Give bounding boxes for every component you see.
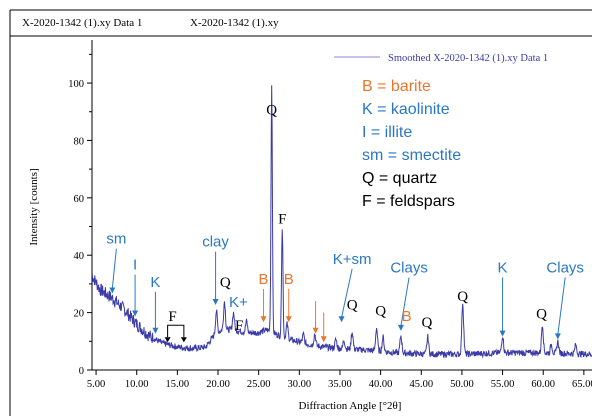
annotation-arrow-head bbox=[320, 336, 327, 343]
x-tick-label: 40.00 bbox=[369, 379, 393, 390]
x-tick-label: 20.00 bbox=[206, 379, 230, 390]
legend: Smoothed X-2020-1342 (1).xy Data 1 bbox=[334, 53, 548, 64]
x-tick-label: 50.00 bbox=[450, 379, 474, 390]
y-tick-label: 80 bbox=[74, 136, 85, 147]
x-tick-label: 45.00 bbox=[409, 379, 433, 390]
peak-annotation: Q bbox=[422, 315, 433, 331]
legend-series-label: Smoothed X-2020-1342 (1).xy Data 1 bbox=[388, 53, 548, 64]
key-entry: B = barite bbox=[362, 78, 431, 95]
plot-area bbox=[9, 9, 592, 416]
y-tick-label: 40 bbox=[74, 251, 85, 262]
header-title-right: X-2020-1342 (1).xy bbox=[190, 17, 279, 29]
peak-annotation: F bbox=[168, 309, 176, 325]
peak-annotation: F bbox=[235, 318, 243, 334]
annotation-arrow-head bbox=[554, 333, 561, 340]
annotation-arrow-head bbox=[397, 324, 404, 331]
annotation-arrow-head bbox=[312, 327, 319, 334]
feldspar-bracket bbox=[167, 324, 185, 338]
annotation-arrow-head bbox=[499, 330, 506, 337]
x-tick-label: 10.00 bbox=[125, 379, 149, 390]
peak-annotation: K+sm bbox=[333, 251, 372, 268]
peak-annotation: Q bbox=[347, 298, 358, 314]
annotation-arrow-head bbox=[152, 327, 159, 334]
peak-annotation: Q bbox=[536, 306, 547, 322]
peak-annotation: I bbox=[133, 257, 137, 274]
header-title-left: X-2020-1342 (1).xy Data 1 bbox=[22, 17, 142, 29]
bracket-arrow-head bbox=[164, 337, 171, 343]
bracket-arrow-head bbox=[180, 337, 187, 343]
peak-annotation: Clays bbox=[390, 259, 428, 276]
peak-annotation: sm bbox=[106, 231, 126, 248]
peak-annotation: Clays bbox=[546, 259, 584, 276]
y-tick-label: 60 bbox=[74, 194, 85, 205]
x-tick-label: 30.00 bbox=[288, 379, 312, 390]
peak-annotation: B bbox=[402, 308, 412, 325]
annotation-arrow-head bbox=[260, 316, 267, 323]
peak-annotation: K bbox=[498, 259, 508, 276]
peak-annotation: F bbox=[278, 212, 286, 228]
axis-ticks: 0 20 40 60 80 100 5.00 10.00 15.00 20.00 25.00 30.0… bbox=[68, 53, 592, 390]
peak-annotation: Q bbox=[266, 103, 277, 119]
annotation-arrow-head bbox=[109, 287, 116, 294]
key-entry: I = illite bbox=[362, 124, 412, 141]
x-tick-label: 35.00 bbox=[328, 379, 352, 390]
annotation-arrow-line bbox=[400, 277, 410, 326]
peak-annotation: Q bbox=[375, 303, 386, 319]
peak-annotation: K bbox=[150, 274, 160, 291]
annotation-arrow-line bbox=[341, 268, 353, 318]
key-entry: Q = quartz bbox=[362, 170, 437, 187]
annotation-arrow-line bbox=[111, 248, 117, 289]
x-tick-label: 65.00 bbox=[572, 379, 592, 390]
y-tick-label: 0 bbox=[79, 366, 84, 377]
peak-annotation: clay bbox=[202, 234, 229, 251]
annotation-arrow-head bbox=[338, 316, 345, 323]
peak-annotation: B bbox=[284, 271, 294, 288]
peak-annotation: Q bbox=[457, 289, 468, 305]
annotation-arrow-line bbox=[557, 277, 566, 335]
x-tick-label: 15.00 bbox=[166, 379, 190, 390]
x-tick-label: 25.00 bbox=[247, 379, 271, 390]
annotation-arrow-head bbox=[132, 310, 139, 317]
peak-annotation: K+ bbox=[229, 294, 248, 311]
y-tick-label: 20 bbox=[74, 309, 85, 320]
series-layer bbox=[91, 85, 592, 359]
y-axis-label: Intensity [counts] bbox=[28, 168, 40, 245]
series-line bbox=[91, 85, 592, 359]
x-tick-label: 60.00 bbox=[531, 379, 555, 390]
x-tick-label: 5.00 bbox=[87, 379, 105, 390]
x-axis-label: Diffraction Angle [°2θ] bbox=[299, 400, 402, 412]
key-entry: K = kaolinite bbox=[362, 101, 450, 118]
annotation-arrow-head bbox=[212, 299, 219, 305]
x-tick-label: 55.00 bbox=[491, 379, 515, 390]
y-tick-label: 100 bbox=[68, 79, 84, 90]
key-entry: sm = smectite bbox=[362, 147, 461, 164]
mineral-key: B = barite K = kaolinite I = illite sm = sm… bbox=[362, 78, 461, 210]
annotation-arrow-head bbox=[285, 316, 292, 323]
key-entry: F = feldspars bbox=[362, 193, 455, 210]
peak-annotation: Q bbox=[220, 275, 231, 291]
peak-annotation: B bbox=[259, 271, 269, 288]
